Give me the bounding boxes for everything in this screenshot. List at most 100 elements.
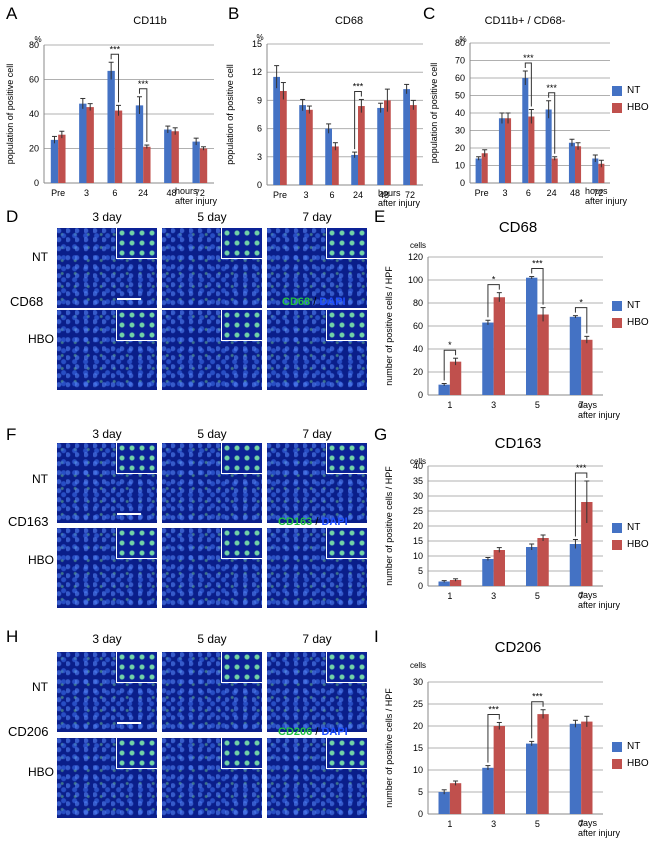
significance-label: *** [532,259,543,269]
scale-bar [117,513,141,515]
day-header-7: 7 day [302,210,332,224]
significance-bracket [110,53,120,103]
micrograph-inset [116,443,157,474]
x-tick-label: 48 [570,188,580,198]
significance-bracket [574,472,588,537]
micrograph-inset [221,310,262,341]
bar-hbo [449,361,462,395]
bar-nt [569,316,582,395]
y-tick-label: 5 [418,787,423,797]
x-tick-label: 1 [447,591,452,601]
significance-bracket [531,268,544,305]
bar-nt [526,743,538,814]
panel-letter-h: H [6,627,19,646]
chart-title: CD11b [133,15,166,27]
y-unit-label: % [459,35,466,44]
bar-nt [545,109,552,183]
micrograph-inset [221,738,262,769]
stain-label-h: CD206 / DAPI [278,726,348,738]
bar-hbo [537,714,549,814]
y-tick-label: 5 [418,566,423,576]
day-header-3: 3 day [92,632,122,646]
bar-hbo [384,100,391,185]
legend-label-hbo: HBO [627,758,649,769]
significance-bracket [138,88,148,143]
significance-bracket [524,62,532,107]
y-tick-label: 10 [413,551,423,561]
legend-g: NT HBO [612,519,649,553]
significance-label: *** [353,81,364,91]
bar-nt [107,70,115,183]
chart-cd68-early: 0 3 6 9 12 15 CD68% population of positive cell… [225,15,423,208]
stain-marker: CD206 [278,726,313,738]
micrograph-inset [116,310,157,341]
significance-label: *** [546,83,557,93]
micrograph-hbo-5day [162,310,262,390]
bar-nt [482,767,494,814]
y-tick-label: 0 [460,178,465,188]
bar-nt [135,105,144,183]
x-tick-label: 7 [579,819,584,829]
micrograph-inset [221,652,262,683]
day-header-3: 3 day [92,210,122,224]
y-tick-label: 20 [455,143,465,153]
x-tick-label: 1 [447,819,452,829]
y-tick-label: 0 [257,180,262,190]
bar-hbo [493,550,505,586]
chart-title: CD11b+ / CD68- [485,15,566,27]
bar-hbo [410,105,417,185]
bar-nt [569,723,582,814]
bar-hbo [581,721,593,814]
x-tick-label: 48 [379,190,389,200]
y-tick-label: 9 [257,95,262,105]
micrograph-inset [221,528,262,559]
bar-hbo [199,148,208,183]
bar-hbo [493,726,505,814]
legend-label-hbo: HBO [627,102,649,113]
panel-letter-b: B [228,4,240,23]
x-axis-label: days after injury [578,818,621,838]
legend-label-nt: NT [627,522,641,533]
y-tick-label: 20 [29,144,39,154]
legend-swatch-nt [612,522,622,533]
micrograph-inset [116,528,157,559]
x-axis-label: hours after injury [175,186,218,206]
bar-hbo [86,107,94,183]
x-tick-label: 1 [447,400,452,410]
y-axis-label: number of positive cells / HPF [384,466,394,586]
y-tick-label: 0 [418,809,423,819]
significance-label: *** [138,79,149,89]
y-tick-label: 10 [455,161,465,171]
bar-hbo [449,783,462,814]
bar-nt [164,129,172,183]
micrograph-inset [326,443,367,474]
micrograph-nt-3day [57,443,157,523]
x-tick-label: 7 [579,591,584,601]
micrograph-nt-7day [267,652,367,732]
x-axis-label: hours after injury [585,186,628,206]
x-axis-label: days after injury [578,590,621,610]
bar-hbo [481,153,488,183]
legend-i: NT HBO [612,738,649,772]
scale-bar [117,722,141,724]
micrograph-hbo-5day [162,738,262,818]
chart-title: CD68 [335,15,363,27]
x-tick-label: Pre [475,188,489,198]
bar-nt [482,559,494,586]
significance-bracket [548,92,556,154]
day-header-5: 5 day [197,632,227,646]
y-tick-label: 40 [29,109,39,119]
bar-hbo [575,146,582,183]
x-tick-label: 72 [195,188,205,198]
significance-bracket [487,284,500,318]
stain-separator: / [315,726,319,738]
micrograph-inset [221,228,262,259]
legend-swatch-hbo [612,758,622,769]
panel-letter-d: D [6,207,19,226]
y-tick-label: 40 [413,344,423,354]
row-label-nt: NT [32,680,48,694]
y-tick-label: 40 [455,108,465,118]
x-tick-label: 5 [535,400,540,410]
legend-label-nt: NT [627,85,641,96]
bar-nt [351,154,358,185]
